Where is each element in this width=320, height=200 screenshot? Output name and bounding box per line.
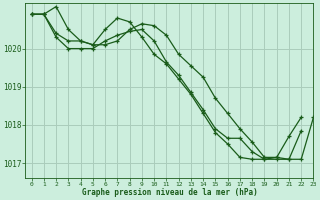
X-axis label: Graphe pression niveau de la mer (hPa): Graphe pression niveau de la mer (hPa)	[82, 188, 257, 197]
